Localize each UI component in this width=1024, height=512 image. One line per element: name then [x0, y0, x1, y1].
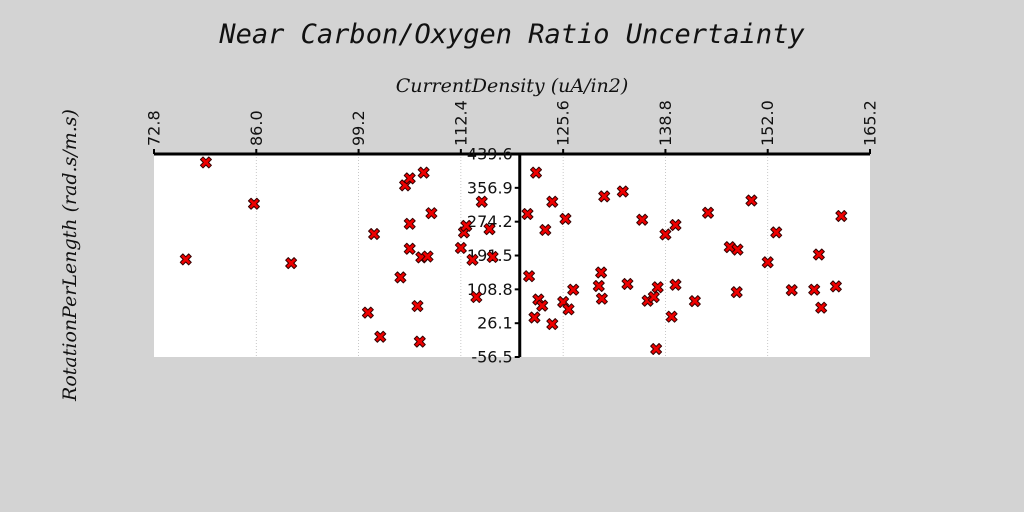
x-axis-label: CurrentDensity (uA/in2) [396, 75, 629, 97]
data-point [669, 278, 682, 291]
data-point [523, 270, 536, 283]
y-tick-label: -56.5 [471, 348, 512, 367]
data-point [702, 206, 715, 219]
data-point [475, 195, 488, 208]
data-point [808, 283, 821, 296]
x-tick-label: 138.8 [656, 100, 675, 146]
data-point [829, 280, 842, 293]
data-point [761, 256, 774, 269]
data-point [731, 243, 744, 256]
data-point [546, 195, 559, 208]
data-point [368, 228, 381, 241]
axes [153, 149, 871, 358]
data-point [285, 257, 298, 270]
x-tick-labels: 72.8 86.0 99.2 112.4 125.6 138.8 152.0 165.2 [145, 100, 880, 146]
x-tick-label: 86.0 [247, 110, 266, 146]
data-point [247, 197, 260, 210]
data-point [460, 219, 473, 232]
y-tick-label: 274.2 [467, 212, 513, 231]
data-points [179, 156, 848, 356]
data-point [417, 166, 430, 179]
data-point [730, 286, 743, 299]
y-tick-label: 356.9 [467, 178, 513, 197]
data-point [595, 292, 608, 305]
data-point [665, 310, 678, 323]
x-tick-label: 165.2 [861, 100, 880, 146]
data-point [374, 330, 387, 343]
x-tick-label: 152.0 [758, 100, 777, 146]
data-point [688, 295, 701, 308]
data-point [466, 253, 479, 266]
data-point [815, 301, 828, 314]
chart-title: Near Carbon/Oxygen Ratio Uncertainty [218, 19, 805, 50]
data-point [616, 185, 629, 198]
data-point [403, 172, 416, 185]
data-point [403, 217, 416, 230]
data-point [425, 207, 438, 220]
data-point [567, 283, 580, 296]
data-point [562, 303, 575, 316]
data-point [411, 300, 424, 313]
data-point [179, 253, 192, 266]
data-point [785, 284, 798, 297]
data-point [521, 207, 534, 220]
data-point [483, 223, 496, 236]
y-tick-label: 26.1 [477, 314, 513, 333]
data-point [413, 335, 426, 348]
x-tick-label: 99.2 [349, 110, 368, 146]
data-point [559, 212, 572, 225]
y-axis-label: RotationPerLength (rad.s/m.s) [59, 109, 81, 402]
data-point [486, 250, 499, 263]
data-point [592, 280, 605, 293]
data-point [546, 318, 559, 331]
data-point [621, 277, 634, 290]
data-point [421, 250, 434, 263]
data-point [647, 291, 660, 304]
x-tick-label: 125.6 [554, 100, 573, 146]
data-point [528, 311, 541, 324]
data-point [199, 156, 212, 169]
data-point [835, 210, 848, 223]
data-point [812, 248, 825, 261]
plot-area [154, 154, 870, 357]
grid-lines [255, 154, 769, 357]
x-tick-label: 72.8 [145, 110, 164, 146]
data-point [403, 242, 416, 255]
data-point [595, 266, 608, 279]
data-point [454, 241, 467, 254]
data-point [598, 190, 611, 203]
data-point [394, 271, 407, 284]
data-point [650, 343, 663, 356]
data-point [659, 228, 672, 241]
data-point [361, 306, 374, 319]
data-point [536, 299, 549, 312]
data-point [669, 219, 682, 232]
data-point [770, 226, 783, 239]
data-point [470, 291, 483, 304]
data-point [745, 194, 758, 207]
data-point [636, 213, 649, 226]
data-point [530, 166, 543, 179]
x-tick-label: 112.4 [451, 100, 470, 146]
data-point [539, 223, 552, 236]
data-point [651, 281, 664, 294]
y-tick-label: 439.6 [467, 145, 513, 164]
